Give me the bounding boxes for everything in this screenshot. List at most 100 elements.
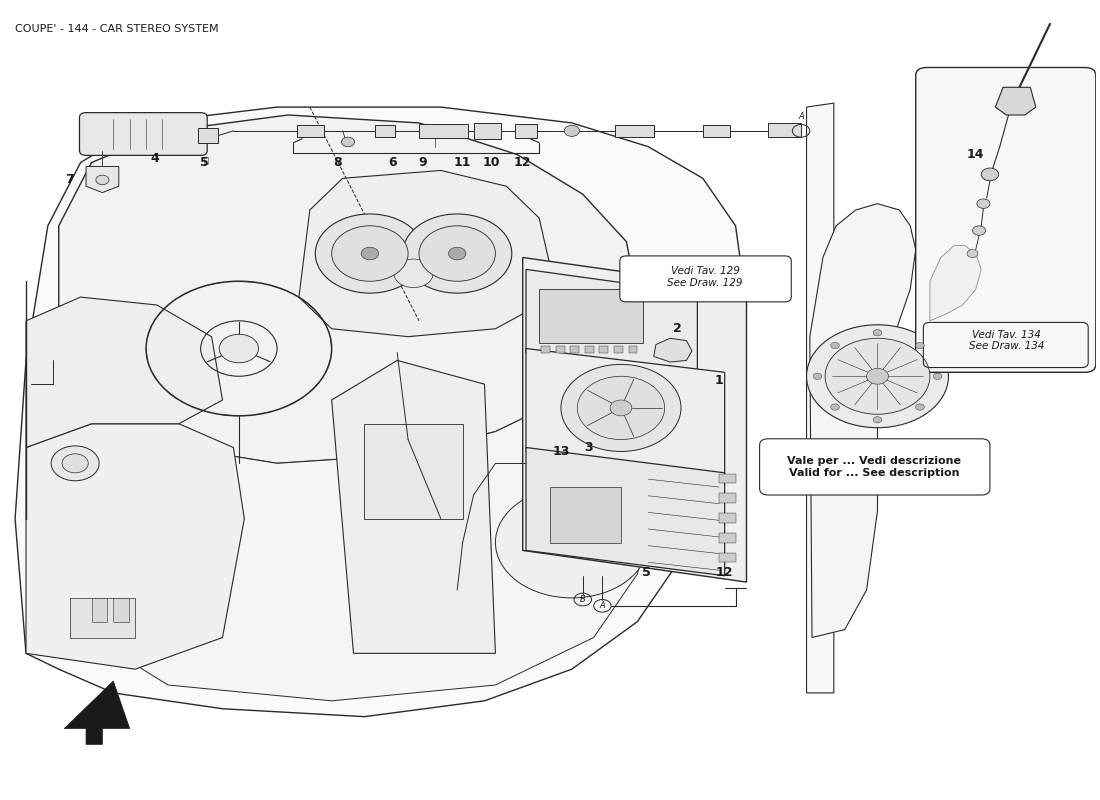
- Circle shape: [813, 373, 822, 379]
- Text: 11: 11: [454, 156, 472, 169]
- Text: 2: 2: [673, 322, 682, 335]
- Bar: [719, 514, 736, 522]
- Polygon shape: [58, 115, 637, 463]
- Circle shape: [449, 247, 466, 260]
- Circle shape: [495, 487, 648, 598]
- Text: 1: 1: [715, 374, 724, 386]
- Polygon shape: [526, 447, 725, 576]
- Bar: [600, 346, 608, 353]
- Circle shape: [341, 137, 354, 146]
- Circle shape: [51, 446, 99, 481]
- Text: 12: 12: [514, 156, 531, 169]
- Circle shape: [981, 168, 999, 181]
- Polygon shape: [69, 400, 659, 701]
- Text: 4: 4: [151, 152, 160, 165]
- Bar: [585, 346, 594, 353]
- Text: 7: 7: [65, 174, 74, 186]
- Text: A: A: [799, 112, 804, 122]
- Polygon shape: [26, 297, 222, 447]
- Circle shape: [394, 259, 433, 287]
- Bar: [703, 125, 730, 137]
- Circle shape: [419, 226, 495, 282]
- Circle shape: [403, 214, 512, 293]
- Text: 9: 9: [418, 156, 427, 169]
- Circle shape: [830, 404, 839, 410]
- Polygon shape: [526, 349, 725, 475]
- Circle shape: [873, 330, 882, 336]
- FancyBboxPatch shape: [620, 256, 791, 302]
- Polygon shape: [930, 246, 981, 321]
- Circle shape: [361, 247, 378, 260]
- Bar: [719, 474, 736, 483]
- Polygon shape: [522, 258, 747, 582]
- Circle shape: [873, 417, 882, 423]
- Bar: [628, 346, 637, 353]
- Bar: [614, 346, 623, 353]
- Text: eurospares: eurospares: [471, 190, 629, 214]
- Polygon shape: [332, 361, 495, 654]
- Text: 6: 6: [388, 156, 397, 169]
- Circle shape: [915, 342, 924, 349]
- Polygon shape: [64, 681, 130, 744]
- Bar: [768, 123, 801, 137]
- Text: B: B: [580, 595, 585, 604]
- Bar: [113, 598, 129, 622]
- Circle shape: [967, 250, 978, 258]
- Text: 8: 8: [333, 156, 341, 169]
- Bar: [556, 346, 564, 353]
- Circle shape: [96, 175, 109, 185]
- Bar: [616, 125, 653, 137]
- Circle shape: [316, 214, 425, 293]
- Circle shape: [62, 454, 88, 473]
- Bar: [419, 124, 469, 138]
- Text: A: A: [600, 602, 605, 610]
- Circle shape: [915, 404, 924, 410]
- Text: eurospares: eurospares: [165, 514, 323, 538]
- Bar: [91, 598, 107, 622]
- Circle shape: [578, 376, 664, 439]
- Bar: [719, 494, 736, 503]
- Polygon shape: [86, 166, 119, 193]
- Text: Ⓑ: Ⓑ: [204, 156, 209, 165]
- FancyBboxPatch shape: [760, 438, 990, 495]
- Bar: [550, 487, 622, 542]
- Bar: [69, 598, 135, 638]
- Bar: [571, 346, 579, 353]
- Circle shape: [830, 342, 839, 349]
- Circle shape: [972, 226, 986, 235]
- Polygon shape: [653, 338, 692, 362]
- Circle shape: [825, 338, 930, 414]
- Polygon shape: [526, 270, 697, 376]
- FancyBboxPatch shape: [79, 113, 207, 155]
- Text: eurospares: eurospares: [526, 514, 683, 538]
- Circle shape: [867, 368, 889, 384]
- Text: Vedi Tav. 129
See Draw. 129: Vedi Tav. 129 See Draw. 129: [668, 266, 742, 288]
- Polygon shape: [810, 204, 915, 638]
- Circle shape: [610, 400, 631, 416]
- Text: Vedi Tav. 134
See Draw. 134: Vedi Tav. 134 See Draw. 134: [969, 330, 1044, 351]
- Bar: [515, 124, 537, 138]
- Bar: [198, 129, 218, 142]
- Text: 13: 13: [552, 445, 570, 458]
- Polygon shape: [806, 103, 834, 693]
- Bar: [719, 533, 736, 542]
- Bar: [364, 424, 463, 518]
- Circle shape: [977, 199, 990, 209]
- Polygon shape: [299, 170, 550, 337]
- Text: COUPE' - 144 - CAR STEREO SYSTEM: COUPE' - 144 - CAR STEREO SYSTEM: [15, 24, 219, 34]
- Text: 5: 5: [641, 566, 650, 579]
- Text: eurospares: eurospares: [165, 190, 323, 214]
- Text: 5: 5: [199, 156, 208, 169]
- Text: Vale per ... Vedi descrizione
Valid for ... See description: Vale per ... Vedi descrizione Valid for …: [788, 457, 961, 478]
- Polygon shape: [15, 107, 747, 717]
- Polygon shape: [996, 87, 1036, 115]
- FancyBboxPatch shape: [915, 67, 1096, 372]
- Bar: [541, 346, 550, 353]
- Bar: [719, 553, 736, 562]
- Text: 14: 14: [967, 148, 984, 161]
- Bar: [297, 125, 324, 137]
- Circle shape: [332, 226, 408, 282]
- Polygon shape: [26, 424, 244, 669]
- Bar: [375, 125, 395, 137]
- Circle shape: [933, 373, 942, 379]
